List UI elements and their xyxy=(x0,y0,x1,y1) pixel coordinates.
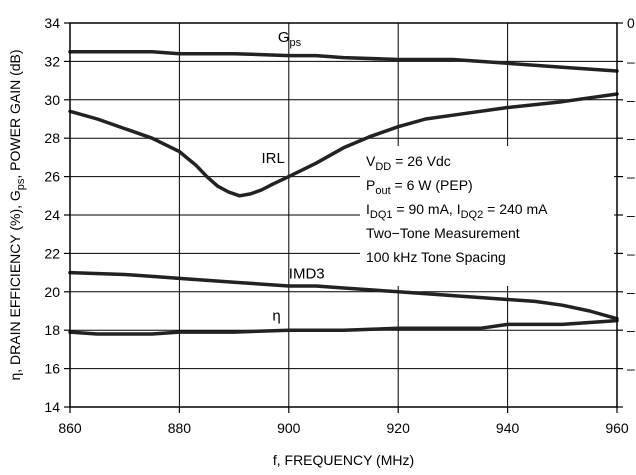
series-line xyxy=(68,50,619,73)
y-tick-label: 20 xyxy=(44,284,60,300)
y-tick-label: 34 xyxy=(44,15,60,31)
right-tick-label: 0 xyxy=(627,15,635,31)
condition-line: Two−Tone Measurement xyxy=(366,225,520,241)
x-tick-label: 940 xyxy=(496,420,520,436)
right-tick-label: – xyxy=(627,169,635,185)
y-tick-label: 32 xyxy=(44,53,60,69)
right-tick-label: – xyxy=(627,207,635,223)
condition-line: VDD = 26 Vdc xyxy=(366,153,451,173)
condition-line: IDQ1 = 90 mA, IDQ2 = 240 mA xyxy=(366,201,548,221)
x-tick-label: 860 xyxy=(58,420,82,436)
y-tick-label: 18 xyxy=(44,322,60,338)
y-tick-label: 22 xyxy=(44,245,60,261)
x-tick-label: 920 xyxy=(387,420,411,436)
right-tick-label: – xyxy=(627,322,635,338)
series-lines xyxy=(68,50,619,336)
right-tick-label: – xyxy=(627,92,635,108)
y-tick-label: 26 xyxy=(44,169,60,185)
series-line xyxy=(68,270,619,321)
condition-line: 100 kHz Tone Spacing xyxy=(366,249,506,265)
imd3-series-label: IMD3 xyxy=(289,265,325,282)
axis-ticks: 14 16 18 20 22 24 26 28 30 32 34 860 880 900 920 940 960… xyxy=(44,15,635,436)
right-tick-label: – xyxy=(627,245,635,261)
x-tick-label: 960 xyxy=(605,420,629,436)
x-tick-label: 880 xyxy=(168,420,192,436)
y-axis-title: η, DRAIN EFFICIENCY (%), Gps, POWER GAIN… xyxy=(7,49,27,380)
conditions-box xyxy=(360,146,614,286)
y-tick-label: 24 xyxy=(44,207,60,223)
series-line xyxy=(68,92,619,198)
irl-series-label: IRL xyxy=(261,150,284,167)
series-line xyxy=(68,318,619,336)
eta-series-label: η xyxy=(272,308,280,325)
right-tick-label: – xyxy=(627,130,635,146)
y-tick-label: 16 xyxy=(44,361,60,377)
conditions-legend: VDD = 26 Vdc Pout = 6 W (PEP) IDQ1 = 90 mA… xyxy=(366,153,548,265)
condition-line: Pout = 6 W (PEP) xyxy=(366,177,473,197)
series-labels: Gps IRL IMD3 η xyxy=(261,29,324,324)
x-tick-label: 900 xyxy=(277,420,301,436)
right-tick-label: – xyxy=(627,361,635,377)
y-tick-label: 28 xyxy=(44,130,60,146)
right-tick-label: – xyxy=(627,53,635,69)
y-tick-label: 30 xyxy=(44,92,60,108)
y-tick-label: 14 xyxy=(44,399,60,415)
right-tick-label: – xyxy=(627,284,635,300)
gps-series-label: Gps xyxy=(278,29,302,49)
x-axis-title: f, FREQUENCY (MHz) xyxy=(273,452,414,468)
